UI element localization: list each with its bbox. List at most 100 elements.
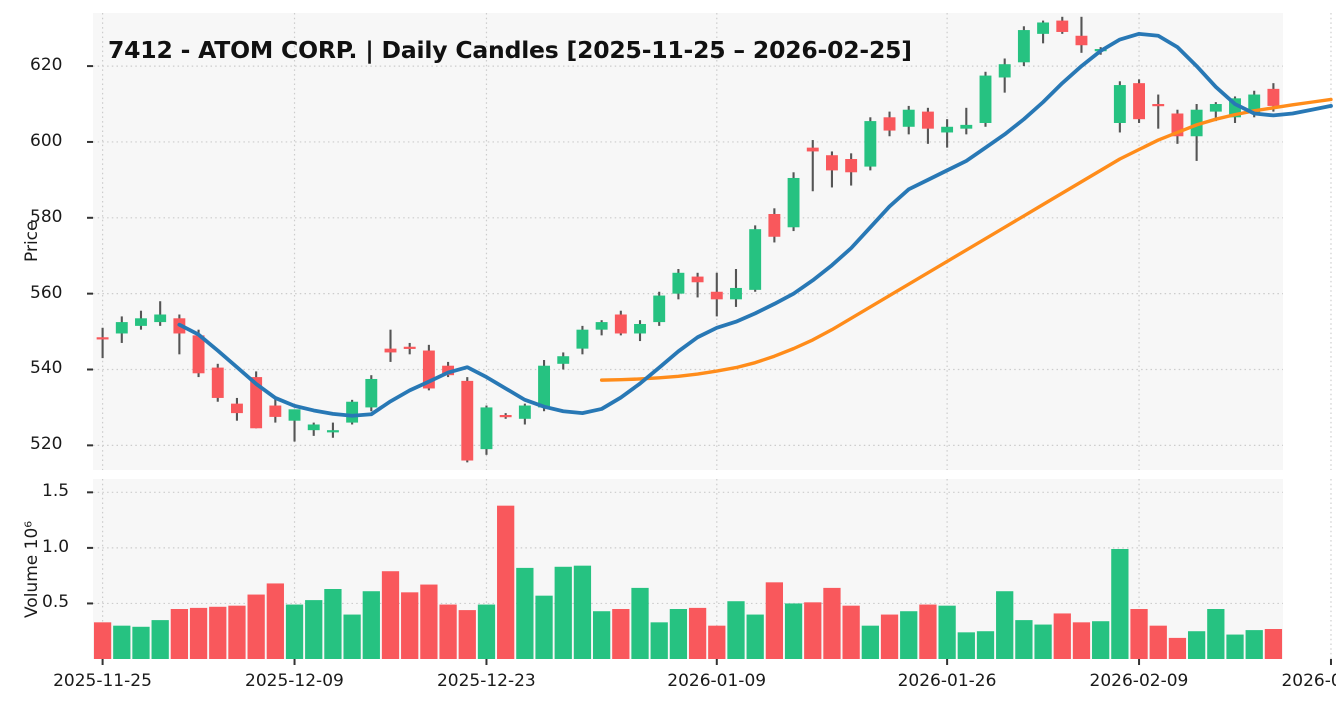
price-ytick-label: 580 (30, 206, 63, 227)
candle-body (346, 401, 359, 423)
volume-bar (1053, 613, 1071, 659)
candle-body (1113, 85, 1126, 123)
candle-body (499, 415, 512, 418)
candle-body (1133, 83, 1145, 120)
candle-body (538, 365, 550, 408)
candle-body (96, 337, 109, 340)
candle-body (941, 126, 954, 133)
xtick-label: 2025-12-09 (245, 671, 344, 691)
volume-bar (900, 611, 918, 659)
candle-body (211, 367, 224, 398)
xtick-label: 2025-12-23 (436, 671, 536, 691)
volume-bar (880, 614, 899, 659)
volume-bar (458, 610, 476, 659)
candle-body (250, 377, 263, 429)
candle-body (653, 295, 666, 323)
volume-bar (151, 620, 169, 659)
candle-body (1267, 88, 1280, 106)
volume-bar (93, 622, 112, 659)
candle-body (115, 322, 128, 334)
volume-bar (285, 604, 304, 659)
candle-body (326, 430, 339, 433)
volume-bar (765, 582, 784, 659)
candle-body (307, 424, 320, 431)
volume-bar (420, 584, 438, 659)
candle-body (1037, 22, 1050, 34)
volume-bar (439, 604, 457, 659)
candle-body (883, 117, 896, 131)
volume-bar (554, 566, 572, 659)
candle-body (979, 75, 992, 123)
volume-bar (1111, 549, 1129, 659)
price-ytick-label: 540 (30, 358, 63, 379)
volume-bar (209, 606, 227, 659)
volume-bar (976, 631, 995, 659)
candle-body (960, 124, 973, 129)
volume-bar (266, 583, 284, 659)
volume-bar (669, 609, 688, 659)
candle-body (518, 405, 531, 419)
candle-body (442, 365, 455, 376)
volume-bar (1092, 621, 1110, 659)
volume-bar (938, 605, 956, 659)
volume-bar (688, 607, 707, 659)
volume-bar (612, 609, 630, 659)
candle-body (845, 159, 858, 173)
candle-body (672, 272, 685, 294)
volume-bar (1072, 622, 1091, 659)
candle-body (902, 109, 915, 127)
volume-bar (477, 604, 496, 659)
volume-bar (343, 614, 361, 659)
ma-short-line (177, 31, 1333, 418)
candle-body (461, 380, 474, 461)
candle-body (154, 314, 167, 323)
volume-bar (1245, 630, 1263, 659)
candle-body (231, 403, 243, 414)
candle-body (1248, 94, 1261, 114)
candle-body (365, 378, 378, 408)
volume-ytick-label: 1.5 (42, 481, 70, 502)
volume-bar (1168, 637, 1187, 659)
candle-body (1075, 35, 1088, 46)
candle-body (1056, 20, 1069, 32)
candle-body (1171, 113, 1184, 137)
volume-bar (996, 591, 1014, 659)
volume-axis-label-text: Volume (22, 548, 42, 618)
volume-bar (804, 602, 822, 659)
candle-body (864, 121, 877, 167)
volume-bar (842, 605, 860, 659)
volume-bar (401, 592, 419, 659)
volume-bar (189, 607, 208, 659)
volume-bar (1187, 631, 1206, 659)
candle-body (749, 229, 762, 290)
price-ytick-label: 560 (30, 282, 63, 303)
volume-bar (1207, 609, 1225, 659)
volume-bar (247, 594, 265, 659)
xtick-label: 2025-11-25 (53, 671, 152, 691)
candle-body (921, 111, 934, 129)
volume-bar (170, 609, 189, 659)
volume-bar (381, 571, 400, 659)
volume-bar (324, 589, 342, 659)
xtick-label: 2026-01-26 (897, 671, 997, 691)
candle-body (403, 346, 416, 349)
candle-body (135, 318, 147, 326)
price-panel-background (93, 13, 1283, 470)
volume-bar (746, 614, 764, 659)
price-ytick-label: 600 (30, 130, 63, 151)
volume-bar (631, 587, 649, 659)
candle-series (96, 16, 1280, 463)
volume-bar (362, 591, 380, 659)
xtick-label: 2026-02-09 (1089, 671, 1189, 691)
chart-title: 7412 - ATOM CORP. | Daily Candles [2025-… (108, 36, 912, 64)
volume-ytick-label: 1.0 (42, 536, 70, 557)
volume-bar (823, 587, 841, 659)
volume-bar (497, 505, 515, 659)
volume-bar (727, 601, 745, 659)
candle-body (614, 314, 627, 334)
volume-bar (919, 604, 937, 659)
candle-body (480, 407, 493, 450)
candle-body (192, 335, 205, 374)
volume-bar (228, 605, 246, 659)
